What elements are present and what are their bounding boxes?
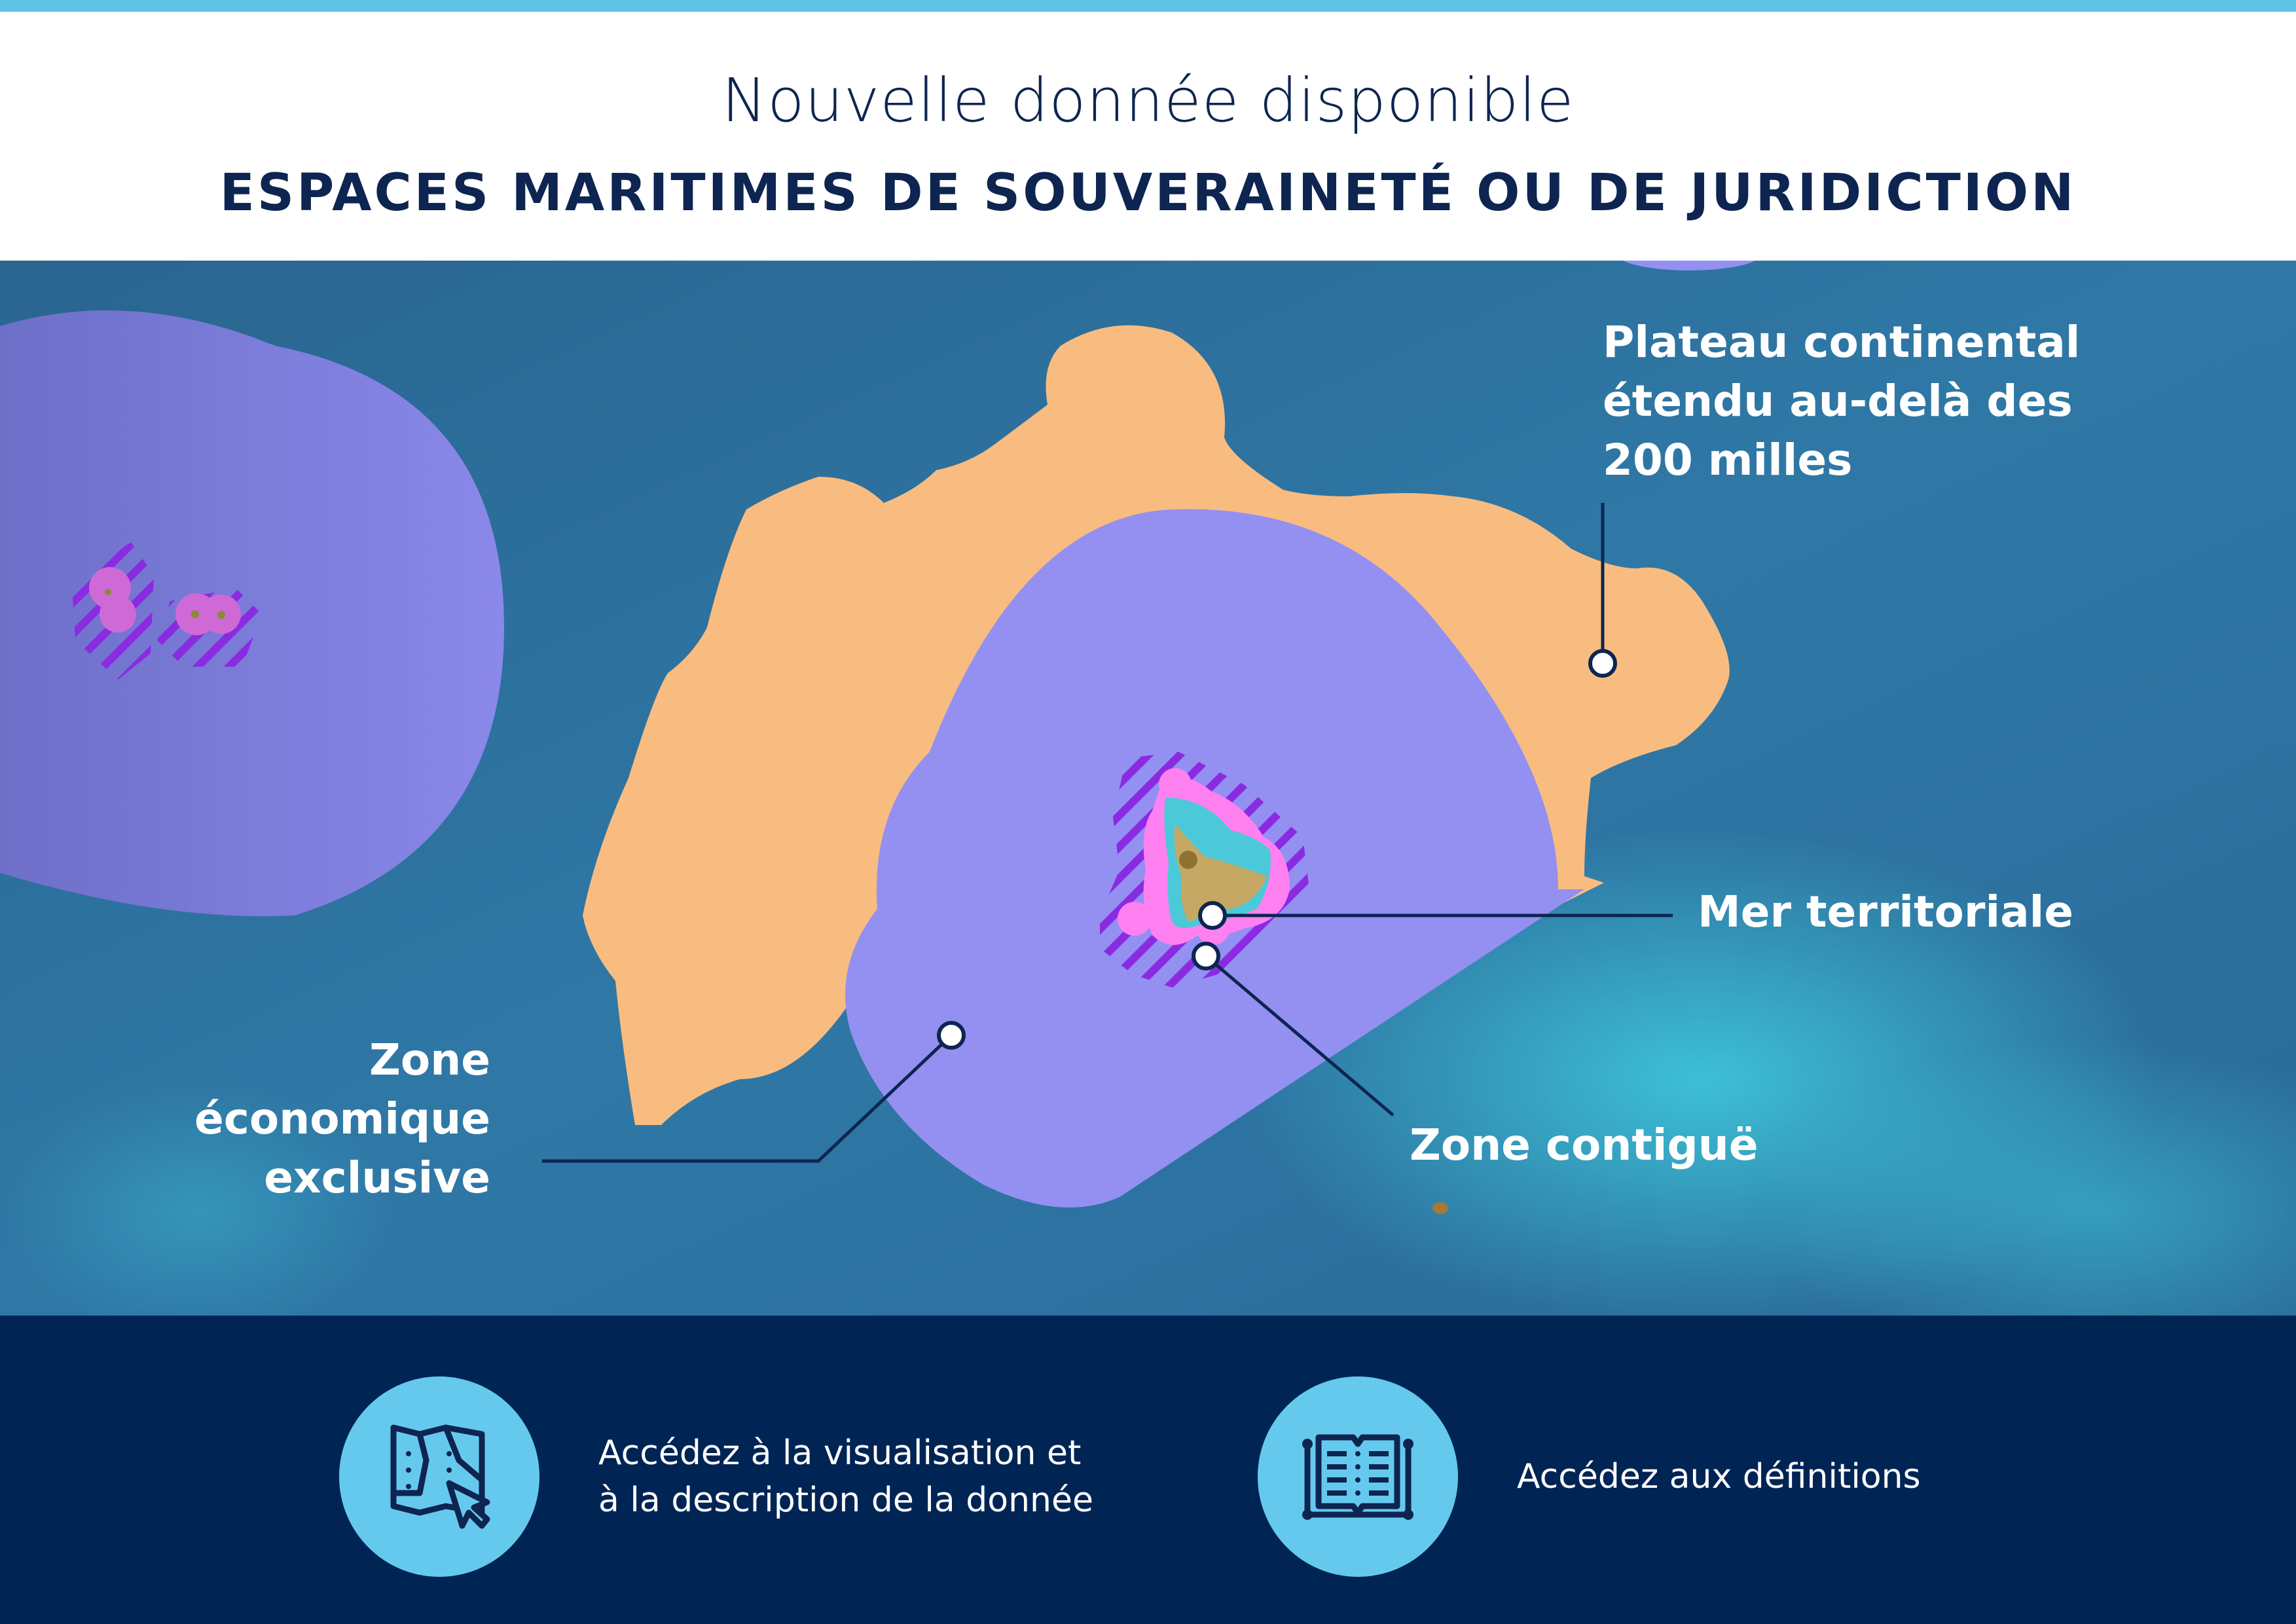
visualisation-line-1[interactable]: Accédez à la visualisation et xyxy=(598,1433,1082,1473)
mer-territoriale-pin xyxy=(1198,901,1227,930)
label-line: économique xyxy=(194,1094,490,1144)
visualisation-icon-circle[interactable] xyxy=(339,1376,539,1577)
header: Nouvelle donnée disponible ESPACES MARIT… xyxy=(0,12,2296,261)
open-book-icon xyxy=(1302,1434,1413,1520)
footer: Accédez à la visualisation et à la descr… xyxy=(0,1316,2296,1624)
definitions-link[interactable]: Accédez aux définitions xyxy=(1258,1376,1921,1577)
visualisation-line-2[interactable]: à la description de la donnée xyxy=(598,1481,1093,1520)
left-islands xyxy=(72,542,262,680)
label-line: Zone xyxy=(369,1035,490,1085)
zone-contigue-pin xyxy=(1192,942,1220,970)
label-line: 200 milles xyxy=(1603,435,1853,485)
label-mer-territoriale: Mer territoriale xyxy=(1698,887,2073,937)
visualisation-link-text[interactable]: Accédez à la visualisation et à la descr… xyxy=(598,1430,1093,1524)
label-line: étendu au-delà des xyxy=(1603,376,2073,426)
maritime-zones-map: Plateau continental étendu au-delà des 2… xyxy=(0,261,2296,1316)
label-plateau-continental: Plateau continental étendu au-delà des 2… xyxy=(1603,313,2080,490)
label-line: Plateau continental xyxy=(1603,317,2081,367)
label-zone-contigue: Zone contiguë xyxy=(1410,1120,1758,1170)
plateau-pin xyxy=(1588,649,1617,678)
map-illustration xyxy=(0,261,2296,1316)
definitions-icon-circle[interactable] xyxy=(1258,1376,1458,1577)
page-subtitle: Nouvelle donnée disponible xyxy=(721,65,1575,136)
label-line: exclusive xyxy=(264,1153,490,1203)
definitions-link-text[interactable]: Accédez aux définitions xyxy=(1517,1457,1921,1496)
zee-pin xyxy=(937,1021,966,1050)
page-title: ESPACES MARITIMES DE SOUVERAINETÉ OU DE … xyxy=(219,164,2077,223)
label-zee: Zone économique exclusive xyxy=(194,1031,490,1208)
map-cursor-icon xyxy=(390,1424,490,1529)
main-island-land xyxy=(1164,798,1271,928)
top-accent-bar xyxy=(0,0,2296,12)
visualisation-link[interactable]: Accédez à la visualisation et à la descr… xyxy=(339,1376,1093,1577)
